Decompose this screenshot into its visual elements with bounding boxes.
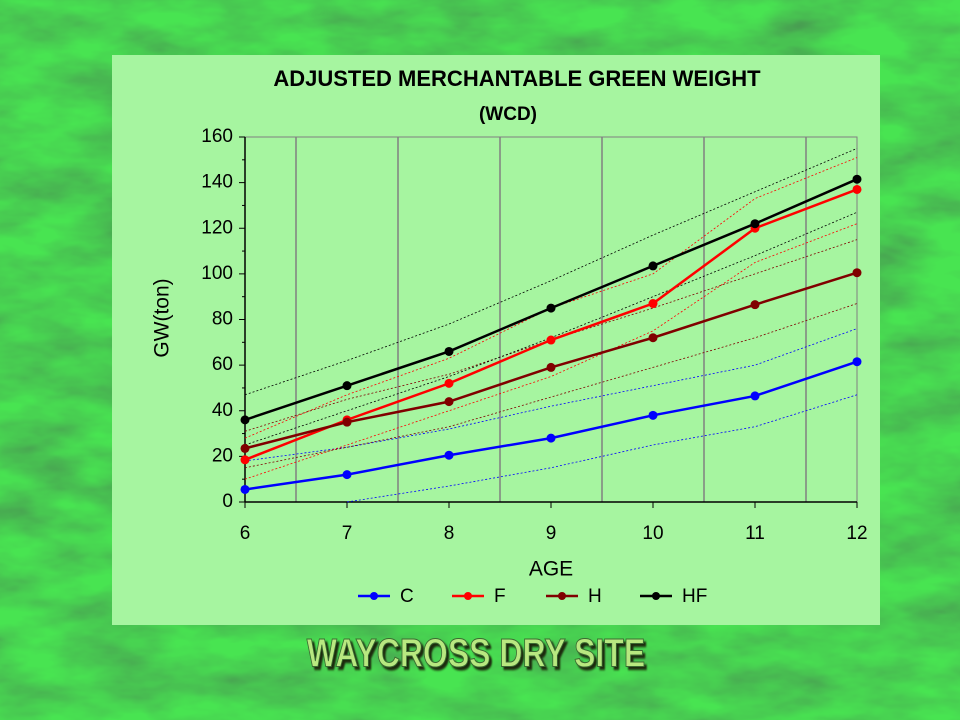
plot-area: 0 20 40 60 80 100 120 140 160 6 7 8 9 10 11 12: [201, 126, 867, 544]
confidence-line: [244, 223, 858, 480]
data-point: [546, 335, 556, 345]
y-tick-label: 120: [201, 217, 233, 238]
data-point: [444, 397, 454, 407]
data-point: [240, 455, 250, 465]
data-point: [240, 415, 250, 425]
data-point: [852, 184, 862, 194]
data-point: [546, 303, 556, 313]
data-point: [852, 174, 862, 184]
legend-label: HF: [682, 586, 707, 607]
data-point: [444, 346, 454, 356]
confidence-line: [244, 303, 858, 469]
y-tick-label: 100: [201, 263, 233, 284]
x-tick-label: 6: [240, 523, 251, 544]
x-tick-label: 9: [546, 523, 557, 544]
x-tick-label: 12: [846, 523, 867, 544]
plot-background: [244, 136, 858, 503]
data-point: [444, 378, 454, 388]
data-point: [750, 300, 760, 310]
data-point: [648, 299, 658, 309]
legend-label: F: [494, 586, 506, 607]
confidence-line: [244, 148, 858, 396]
legend-marker: [652, 592, 660, 600]
x-axis-label: AGE: [529, 558, 573, 581]
data-point: [750, 391, 760, 401]
y-axis-label: GW(ton): [151, 278, 174, 357]
data-point: [648, 333, 658, 343]
legend-label: C: [400, 586, 414, 607]
data-point: [342, 381, 352, 391]
y-tick-label: 80: [212, 309, 233, 330]
data-point: [648, 410, 658, 420]
legend-marker: [464, 592, 472, 600]
legend: C F H HF: [358, 586, 707, 607]
data-point: [240, 443, 250, 453]
legend-marker: [370, 592, 378, 600]
data-point: [240, 484, 250, 494]
y-tick-label: 40: [212, 400, 233, 421]
confidence-line: [346, 394, 858, 503]
data-point: [750, 219, 760, 229]
confidence-line: [244, 239, 858, 432]
x-tick-label: 8: [444, 523, 455, 544]
chart-subtitle: (WCD): [479, 104, 537, 125]
footer-title: WAYCROSS DRY SITE: [307, 630, 645, 675]
data-point: [648, 261, 658, 271]
y-tick-label: 0: [222, 491, 233, 512]
x-tick-label: 11: [745, 523, 765, 544]
data-point: [342, 417, 352, 427]
legend-label: H: [588, 586, 602, 607]
data-point: [852, 357, 862, 367]
data-point: [852, 268, 862, 278]
x-tick-label: 7: [342, 523, 353, 544]
y-tick-label: 160: [201, 126, 233, 147]
data-point: [546, 362, 556, 372]
y-tick-label: 140: [201, 172, 233, 193]
y-tick-label: 60: [212, 354, 233, 375]
legend-marker: [558, 592, 566, 600]
y-tick-label: 20: [212, 445, 233, 466]
data-point: [546, 433, 556, 443]
data-point: [444, 450, 454, 460]
data-point: [342, 470, 352, 480]
x-tick-label: 10: [642, 523, 663, 544]
chart-title: ADJUSTED MERCHANTABLE GREEN WEIGHT: [273, 66, 761, 91]
